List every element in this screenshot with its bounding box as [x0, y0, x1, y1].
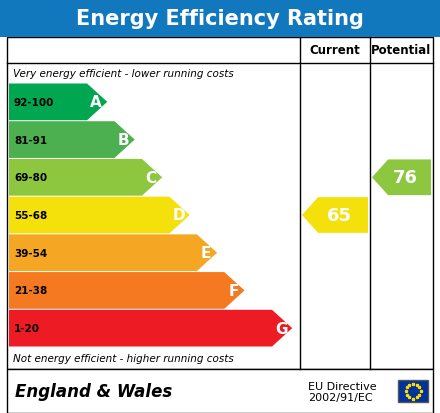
Text: Potential: Potential — [371, 44, 432, 57]
Text: F: F — [228, 283, 238, 298]
Text: G: G — [275, 321, 287, 336]
Bar — [0, 0, 440, 38]
Bar — [7, 38, 433, 369]
Polygon shape — [372, 160, 431, 196]
Text: A: A — [90, 95, 102, 110]
Text: 76: 76 — [393, 169, 418, 187]
Text: 69-80: 69-80 — [14, 173, 47, 183]
Text: 39-54: 39-54 — [14, 248, 47, 258]
Bar — [7, 369, 433, 413]
Polygon shape — [302, 198, 368, 233]
Text: England & Wales: England & Wales — [15, 382, 172, 400]
Polygon shape — [9, 310, 292, 347]
Text: Very energy efficient - lower running costs: Very energy efficient - lower running co… — [13, 69, 234, 79]
Polygon shape — [9, 197, 190, 234]
Text: C: C — [146, 171, 157, 185]
Text: 1-20: 1-20 — [14, 323, 40, 333]
Text: 2002/91/EC: 2002/91/EC — [308, 392, 373, 402]
Text: Current: Current — [310, 44, 360, 57]
Text: Energy Efficiency Rating: Energy Efficiency Rating — [76, 9, 364, 29]
Polygon shape — [9, 84, 107, 121]
Text: D: D — [172, 208, 185, 223]
Polygon shape — [9, 122, 135, 159]
Text: Not energy efficient - higher running costs: Not energy efficient - higher running co… — [13, 353, 234, 363]
Polygon shape — [9, 159, 162, 196]
Text: EU Directive: EU Directive — [308, 381, 377, 391]
Text: 65: 65 — [326, 206, 352, 224]
Text: B: B — [118, 133, 129, 148]
Text: 81-91: 81-91 — [14, 135, 47, 145]
Text: 55-68: 55-68 — [14, 211, 47, 221]
Bar — [398, 380, 428, 402]
Polygon shape — [9, 235, 217, 271]
Text: 21-38: 21-38 — [14, 286, 47, 296]
Text: 92-100: 92-100 — [14, 97, 55, 108]
Polygon shape — [9, 273, 245, 309]
Text: E: E — [201, 246, 211, 261]
